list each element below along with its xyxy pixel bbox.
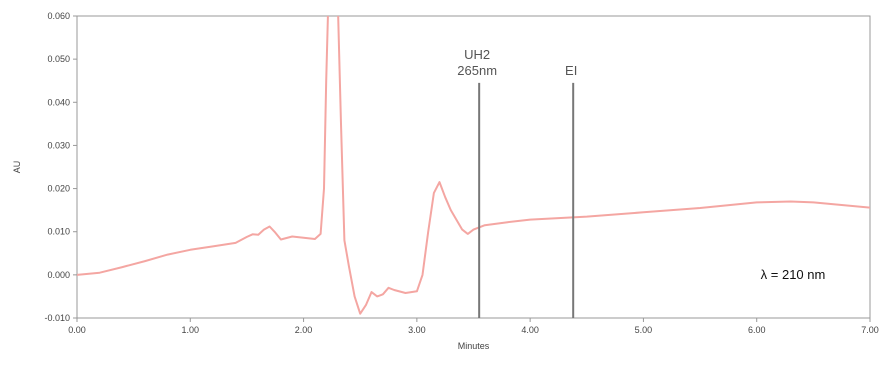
- y-tick-label: 0.000: [47, 270, 70, 280]
- y-tick-label: 0.030: [47, 140, 70, 150]
- x-tick-label: 3.00: [408, 325, 426, 335]
- marker-label: UH2: [464, 47, 490, 62]
- wavelength-annotation: λ = 210 nm: [761, 267, 826, 282]
- x-axis-title: Minutes: [458, 341, 490, 351]
- series-line-trace: [77, 16, 870, 315]
- x-tick-label: 1.00: [182, 325, 200, 335]
- x-tick-label: 4.00: [521, 325, 539, 335]
- marker-label: 265nm: [457, 63, 497, 78]
- y-tick-label: 0.010: [47, 227, 70, 237]
- y-tick-label: -0.010: [44, 313, 70, 323]
- y-axis-title: AU: [12, 161, 22, 174]
- x-tick-label: 5.00: [635, 325, 653, 335]
- y-axis-ticks: -0.010 0.000 0.010 0.020 0.030 0.040 0.050 0.06…: [44, 11, 77, 323]
- marker-label: EI: [565, 63, 577, 78]
- y-tick-label: 0.040: [47, 97, 70, 107]
- plot-frame: [76, 15, 871, 319]
- x-tick-label: 7.00: [861, 325, 879, 335]
- x-tick-label: 2.00: [295, 325, 313, 335]
- y-tick-label: 0.050: [47, 54, 70, 64]
- y-tick-label: 0.020: [47, 184, 70, 194]
- y-tick-label: 0.060: [47, 11, 70, 21]
- x-axis-ticks: 0.00 1.00 2.00 3.00 4.00 5.00 6.00 7.00: [68, 318, 879, 335]
- x-tick-label: 0.00: [68, 325, 86, 335]
- x-tick-label: 6.00: [748, 325, 766, 335]
